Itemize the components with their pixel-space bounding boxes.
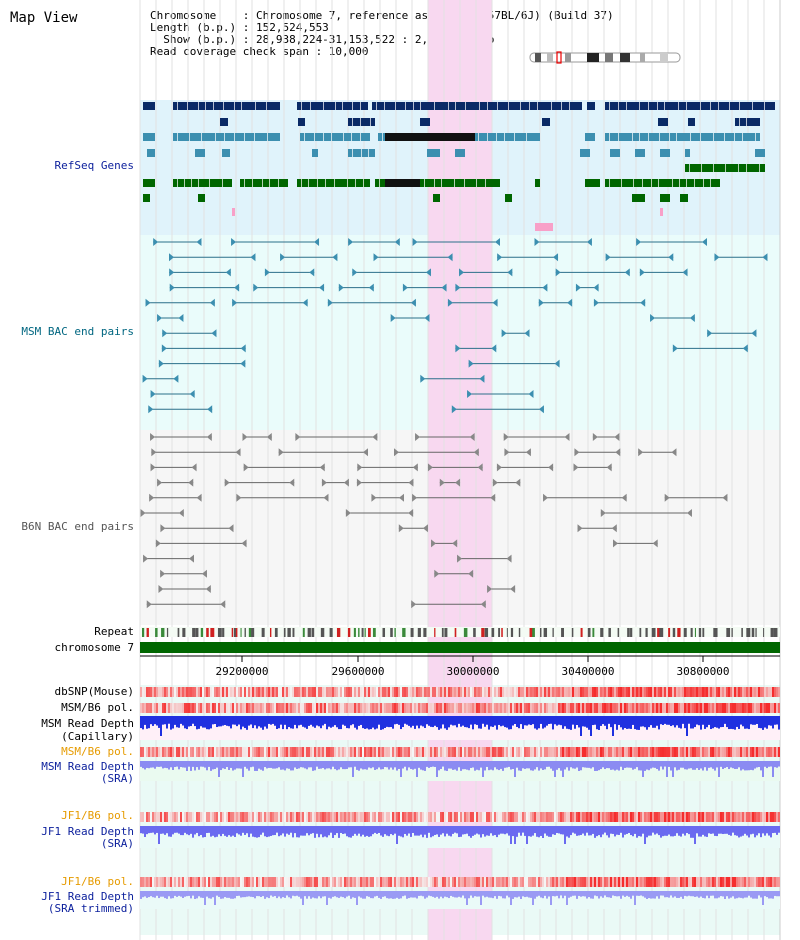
gene-feature [312, 149, 318, 157]
gene-feature [605, 133, 760, 141]
gene-feature [420, 118, 430, 126]
gene-feature [427, 149, 440, 157]
gene-feature [635, 149, 645, 157]
refseq-genes-label: RefSeq Genes [54, 159, 134, 172]
b6n-bac-label: B6N BAC end pairs [21, 520, 134, 533]
gene-feature [685, 149, 690, 157]
gene-feature [660, 149, 670, 157]
gene-feature [298, 118, 305, 126]
msm-depth-capillary-label-1: MSM Read Depth [41, 717, 134, 730]
gene-feature [535, 179, 540, 187]
jf1-trim-label-1: JF1 Read Depth [41, 890, 134, 903]
gene-feature [585, 133, 595, 141]
gene-feature [580, 149, 590, 157]
axis-tick-label: 30400000 [562, 665, 615, 678]
gene-feature [605, 102, 775, 110]
read-depth-tracks[interactable] [140, 716, 780, 909]
msm-pol-label: MSM/B6 pol. [61, 701, 134, 714]
msm-depth-sra-label-1: MSM Read Depth [41, 760, 134, 773]
gene-feature [147, 149, 155, 157]
gene-feature [505, 194, 512, 202]
gene-feature [173, 179, 232, 187]
gene-feature [348, 118, 375, 126]
chromosome-ideogram[interactable] [529, 51, 681, 64]
gene-feature [173, 133, 280, 141]
gene-feature [735, 118, 760, 126]
repeat-track[interactable] [140, 627, 780, 637]
gene-feature [688, 118, 695, 126]
gene-feature [585, 179, 600, 187]
jf1-depth-label-2: (SRA) [100, 837, 134, 850]
gene-feature [680, 194, 688, 202]
gene-feature [222, 149, 230, 157]
heatmap-tracks[interactable] [140, 687, 780, 887]
gene-feature [587, 102, 595, 110]
msm-bac-label: MSM BAC end pairs [21, 325, 134, 338]
gene-feature [143, 194, 150, 202]
gene-feature [660, 194, 670, 202]
axis-tick-label: 30000000 [447, 665, 500, 678]
msm-depth-capillary-label-2: (Capillary) [61, 730, 134, 743]
msm-pol2-label: MSM/B6 pol. [61, 745, 134, 758]
chromosome-label: chromosome 7 [54, 641, 134, 654]
gene-feature [455, 149, 465, 157]
gene-feature [198, 194, 205, 202]
gene-feature [658, 118, 668, 126]
chromosome-bar[interactable] [140, 642, 780, 653]
gene-feature [542, 118, 550, 126]
length-line: Length (b.p.) : 152,524,553 [150, 21, 329, 34]
repeat-label: Repeat [94, 625, 134, 638]
gene-feature [433, 194, 440, 202]
b6n-bac-track[interactable] [140, 433, 728, 609]
msm-depth-sra-label-2: (SRA) [100, 772, 134, 785]
gene-feature [195, 149, 205, 157]
axis-tick-label: 29200000 [216, 665, 269, 678]
gene-feature [297, 102, 368, 110]
msm-bac-track[interactable] [142, 238, 768, 414]
jf1-depth-label-1: JF1 Read Depth [41, 825, 134, 838]
gene-feature [220, 118, 228, 126]
gene-feature [143, 102, 155, 110]
gene-feature [173, 102, 280, 110]
gene-feature [240, 179, 288, 187]
refseq-genes-track[interactable] [143, 102, 775, 231]
gene-feature [300, 133, 370, 141]
jf1-trim-label-2: (SRA trimmed) [47, 902, 134, 915]
gene-feature [605, 179, 720, 187]
page-title: Map View [10, 10, 78, 26]
axis-tick-label: 30800000 [677, 665, 730, 678]
position-axis: 29200000 29600000 30000000 30400000 30800000 [140, 655, 780, 678]
jf1-pol-label: JF1/B6 pol. [61, 809, 134, 822]
read-coverage-line: Read coverage check span : 10,000 [150, 45, 369, 58]
dbsnp-label: dbSNP(Mouse) [54, 685, 134, 698]
axis-tick-label: 29600000 [332, 665, 385, 678]
gene-feature [755, 149, 765, 157]
gene-feature [375, 179, 500, 187]
gene-feature [143, 133, 155, 141]
gene-feature [610, 149, 620, 157]
gene-feature [297, 179, 370, 187]
gene-feature [372, 102, 582, 110]
gene-feature [143, 179, 155, 187]
gene-feature [632, 194, 645, 202]
jf1-pol2-label: JF1/B6 pol. [61, 875, 134, 888]
